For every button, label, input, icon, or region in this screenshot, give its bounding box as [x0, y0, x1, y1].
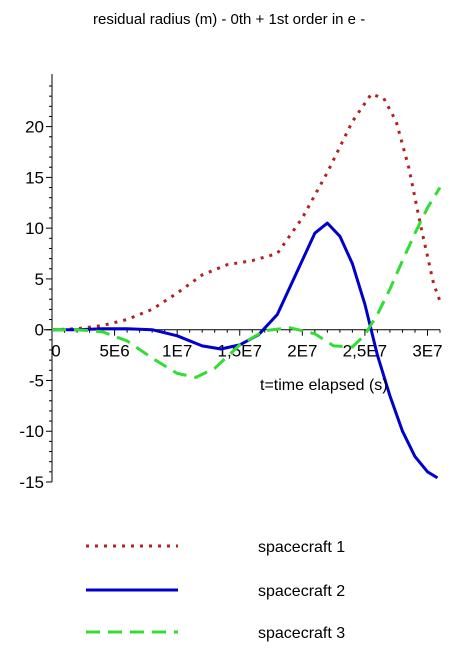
legend-label-1: spacecraft 1 — [258, 539, 345, 556]
y-tick-label: 15 — [25, 168, 44, 187]
x-tick-label: 3E7 — [412, 342, 442, 361]
legend-label-3: spacecraft 3 — [258, 625, 345, 642]
y-tick-label: 10 — [25, 219, 44, 238]
x-tick-label: 2E7 — [287, 342, 317, 361]
x-tick-label: 2,5E7 — [343, 342, 387, 361]
series-layer — [51, 92, 442, 480]
y-tick-label: -10 — [19, 422, 44, 441]
legend: spacecraft 1 spacecraft 2 spacecraft 3 — [86, 539, 345, 642]
x-tick-label: 5E6 — [99, 342, 129, 361]
series-line-1 — [51, 92, 442, 332]
x-tick-label: 0 — [51, 342, 60, 361]
y-tick-label: 20 — [25, 118, 44, 137]
legend-label-2: spacecraft 2 — [258, 583, 345, 600]
y-tick-label: 0 — [35, 321, 44, 340]
series-line-3 — [52, 186, 442, 379]
y-tick-label: -15 — [19, 473, 44, 492]
series-line-2 — [52, 221, 439, 480]
chart-title: residual radius (m) - 0th + 1st order in… — [93, 11, 365, 28]
y-tick-label: -5 — [29, 371, 44, 390]
x-tick-label: 1E7 — [162, 342, 192, 361]
y-tick-label: 5 — [35, 270, 44, 289]
x-axis-label: t=time elapsed (s) — [260, 377, 388, 394]
